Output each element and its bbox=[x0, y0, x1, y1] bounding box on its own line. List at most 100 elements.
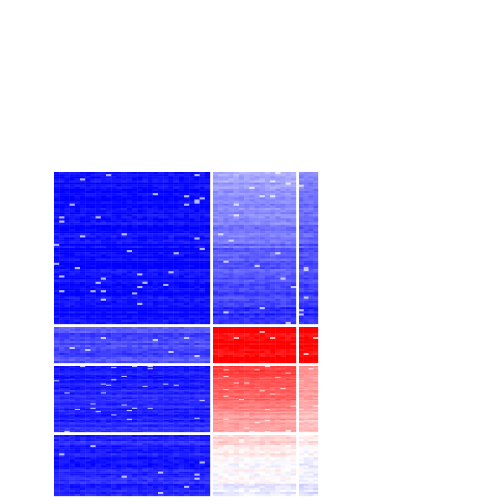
heatmap-cell bbox=[184, 347, 190, 350]
heatmap-cell bbox=[90, 197, 96, 200]
heatmap-cell bbox=[64, 188, 70, 192]
heatmap-cell bbox=[228, 258, 234, 261]
heatmap-cell bbox=[308, 329, 314, 332]
heatmap-cell bbox=[290, 277, 297, 280]
heatmap-cell bbox=[142, 201, 148, 204]
heatmap-cell bbox=[213, 241, 219, 244]
heatmap-cell bbox=[59, 260, 65, 263]
heatmap-cell bbox=[204, 233, 211, 236]
heatmap-cell bbox=[238, 256, 245, 259]
heatmap-cell bbox=[238, 252, 245, 255]
heatmap-cell bbox=[275, 345, 281, 348]
heatmap-cell bbox=[254, 250, 260, 253]
heatmap-cell bbox=[163, 216, 169, 219]
heatmap-cell bbox=[308, 182, 314, 185]
heatmap-cell bbox=[137, 180, 143, 183]
heatmap-cell bbox=[228, 341, 234, 344]
heatmap-cell bbox=[90, 311, 96, 314]
heatmap-cell bbox=[249, 186, 255, 190]
heatmap-cell bbox=[199, 252, 205, 255]
heatmap-cell bbox=[308, 368, 314, 370]
heatmap-cell bbox=[59, 178, 65, 181]
heatmap-cell bbox=[194, 292, 200, 295]
heatmap-cell bbox=[308, 260, 314, 263]
heatmap-cell bbox=[85, 243, 91, 247]
heatmap-cell bbox=[299, 250, 304, 253]
heatmap-cell bbox=[147, 197, 153, 200]
heatmap-cell bbox=[158, 309, 164, 312]
heatmap-cell bbox=[90, 201, 96, 204]
heatmap-cell bbox=[308, 212, 314, 215]
heatmap-cell bbox=[137, 313, 143, 316]
heatmap-cell bbox=[189, 331, 195, 334]
heatmap-cell bbox=[264, 366, 271, 368]
heatmap-cell bbox=[121, 307, 127, 310]
heatmap-cell bbox=[132, 337, 138, 340]
heatmap-cell bbox=[142, 294, 148, 297]
heatmap-cell bbox=[178, 243, 185, 247]
heatmap-cell bbox=[152, 220, 159, 223]
heatmap-cell bbox=[116, 339, 122, 342]
heatmap-cell bbox=[285, 355, 291, 358]
heatmap-cell bbox=[64, 197, 70, 200]
heatmap-cell bbox=[158, 275, 164, 278]
heatmap-cell bbox=[90, 231, 96, 234]
heatmap-cell bbox=[178, 302, 185, 306]
heatmap-cell bbox=[132, 275, 138, 278]
heatmap-cell bbox=[74, 335, 81, 338]
heatmap-cell bbox=[74, 271, 81, 274]
heatmap-cell bbox=[111, 357, 117, 360]
heatmap-cell bbox=[178, 186, 185, 190]
heatmap-cell bbox=[137, 317, 143, 320]
heatmap-cell bbox=[244, 229, 250, 232]
heatmap-cell bbox=[280, 182, 286, 185]
heatmap-cell bbox=[238, 222, 245, 225]
heatmap-cell bbox=[194, 245, 200, 249]
heatmap-cell bbox=[95, 229, 101, 232]
heatmap-cell bbox=[213, 361, 219, 364]
heatmap-cell bbox=[173, 271, 179, 274]
heatmap-cell bbox=[54, 292, 60, 295]
heatmap-cell bbox=[178, 288, 185, 291]
heatmap-cell bbox=[238, 233, 245, 236]
heatmap-cell bbox=[158, 367, 164, 369]
heatmap-cell bbox=[280, 327, 286, 330]
heatmap-cell bbox=[142, 359, 148, 362]
heatmap-cell bbox=[223, 331, 229, 334]
heatmap-cell bbox=[280, 373, 286, 375]
heatmap-cell bbox=[303, 195, 309, 198]
heatmap-cell bbox=[189, 375, 195, 378]
heatmap-cell bbox=[95, 341, 101, 344]
heatmap-cell bbox=[69, 327, 75, 330]
heatmap-cell bbox=[121, 313, 127, 316]
heatmap-cell bbox=[249, 275, 255, 278]
heatmap-cell bbox=[178, 298, 185, 301]
heatmap-cell bbox=[313, 290, 319, 293]
heatmap-cell bbox=[90, 296, 96, 299]
heatmap-cell bbox=[126, 237, 133, 240]
heatmap-cell bbox=[280, 216, 286, 219]
heatmap-cell bbox=[137, 273, 143, 276]
heatmap-cell bbox=[218, 180, 224, 183]
heatmap-cell bbox=[313, 224, 319, 228]
heatmap-cell bbox=[199, 176, 205, 179]
heatmap-cell bbox=[95, 281, 101, 285]
heatmap-cell bbox=[142, 279, 148, 282]
heatmap-cell bbox=[147, 288, 153, 291]
heatmap-cell bbox=[303, 248, 309, 251]
heatmap-cell bbox=[299, 307, 304, 310]
heatmap-cell bbox=[142, 298, 148, 301]
heatmap-cell bbox=[238, 191, 245, 194]
heatmap-cell bbox=[59, 269, 65, 272]
heatmap-cell bbox=[95, 199, 101, 202]
heatmap-cell bbox=[64, 235, 70, 238]
heatmap-cell bbox=[259, 224, 266, 228]
heatmap-cell bbox=[178, 357, 185, 360]
heatmap-cell bbox=[147, 254, 153, 257]
heatmap-cell bbox=[142, 311, 148, 314]
heatmap-cell bbox=[147, 296, 153, 299]
heatmap-cell bbox=[158, 372, 164, 374]
heatmap-cell bbox=[69, 302, 75, 306]
heatmap-cell bbox=[80, 193, 86, 196]
heatmap-cell bbox=[147, 239, 153, 242]
